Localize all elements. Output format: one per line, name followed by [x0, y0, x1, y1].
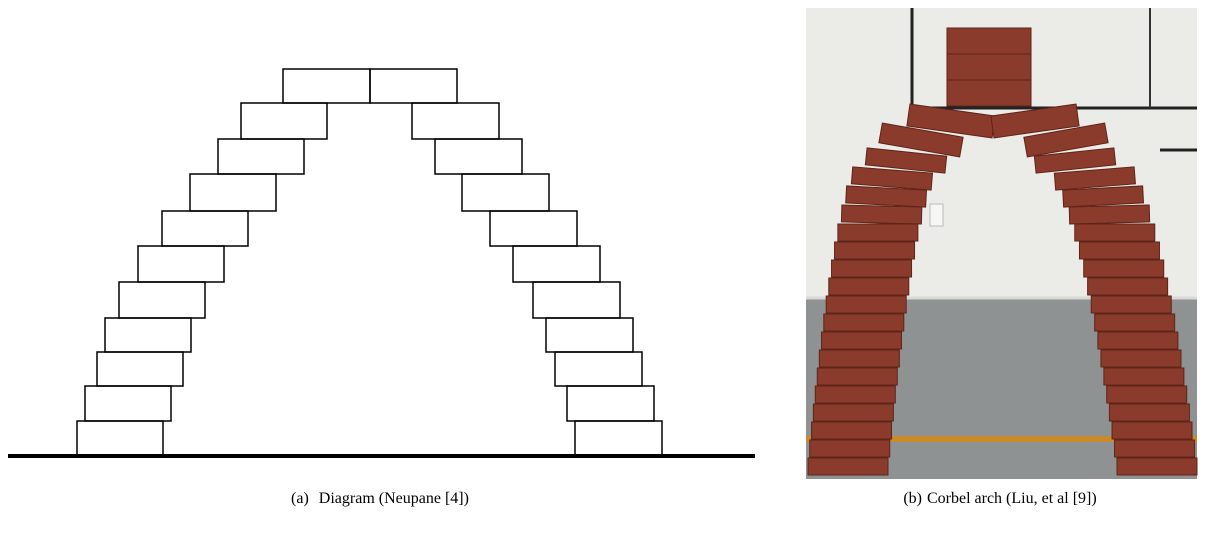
photo-brick: [1112, 422, 1192, 439]
photo-brick: [1075, 224, 1155, 241]
photo-brick: [1101, 350, 1181, 367]
brick: [490, 211, 577, 246]
brick: [77, 421, 163, 456]
brick: [190, 174, 276, 211]
brick: [370, 69, 457, 103]
brick: [218, 139, 304, 174]
caption-label: (a): [291, 490, 309, 507]
photo-brick: [815, 386, 895, 403]
brick: [513, 246, 600, 282]
photo-brick: [810, 440, 890, 457]
caption-text: Corbel arch (Liu, et al [9]): [927, 490, 1097, 507]
brick: [105, 318, 191, 352]
photo-brick: [1088, 278, 1168, 295]
outlet: [930, 204, 943, 226]
photo-brick: [829, 278, 909, 295]
photo-brick: [812, 422, 892, 439]
photo-brick: [841, 205, 921, 224]
caption-b: (b) Corbel arch (Liu, et al [9]): [903, 490, 1096, 507]
photo-brick: [835, 242, 915, 259]
page: (a) Diagram (Neupane [4]) (b) Corbel arch …: [0, 0, 1210, 537]
photo-brick: [947, 28, 1031, 54]
brick: [435, 139, 522, 174]
photo-brick: [822, 332, 902, 349]
photo-brick: [817, 368, 897, 385]
photo-brick: [1063, 186, 1144, 207]
photo-brick: [824, 314, 904, 331]
photo-brick: [1115, 440, 1195, 457]
brick: [85, 386, 171, 421]
photo-brick: [846, 186, 927, 207]
brick: [283, 69, 370, 103]
photo-brick: [826, 296, 906, 313]
brick: [575, 421, 662, 456]
photo-brick: [1117, 458, 1197, 475]
photo-brick: [1069, 205, 1149, 224]
photo-brick: [813, 404, 893, 421]
photo-brick: [1107, 386, 1187, 403]
brick: [533, 282, 620, 318]
corbel-diagram: [77, 69, 662, 456]
figure: (a) Diagram (Neupane [4]) (b) Corbel arch …: [0, 0, 1210, 537]
caption-a: (a) Diagram (Neupane [4]): [291, 490, 469, 507]
photo-brick: [1095, 314, 1175, 331]
photo-brick: [947, 80, 1031, 106]
brick: [567, 386, 654, 421]
brick: [138, 246, 224, 282]
caption-label: (b): [903, 490, 922, 507]
brick: [546, 318, 633, 352]
photo-brick: [808, 458, 888, 475]
brick: [162, 211, 248, 246]
brick: [241, 103, 327, 139]
photo-brick: [1109, 404, 1189, 421]
brick: [97, 352, 183, 386]
brick: [555, 352, 642, 386]
photo-brick: [819, 350, 899, 367]
brick: [412, 103, 499, 139]
photo-brick: [947, 54, 1031, 80]
photo-brick: [1079, 242, 1159, 259]
photo-brick: [838, 224, 918, 241]
photo-brick: [1098, 332, 1178, 349]
photo-brick: [1091, 296, 1171, 313]
brick: [119, 282, 205, 318]
photo-brick: [1104, 368, 1184, 385]
photo-brick: [832, 260, 912, 277]
photo-brick: [1084, 260, 1164, 277]
caption-text: Diagram (Neupane [4]): [319, 490, 469, 507]
corbel-photo: [806, 8, 1197, 479]
brick: [462, 174, 549, 211]
